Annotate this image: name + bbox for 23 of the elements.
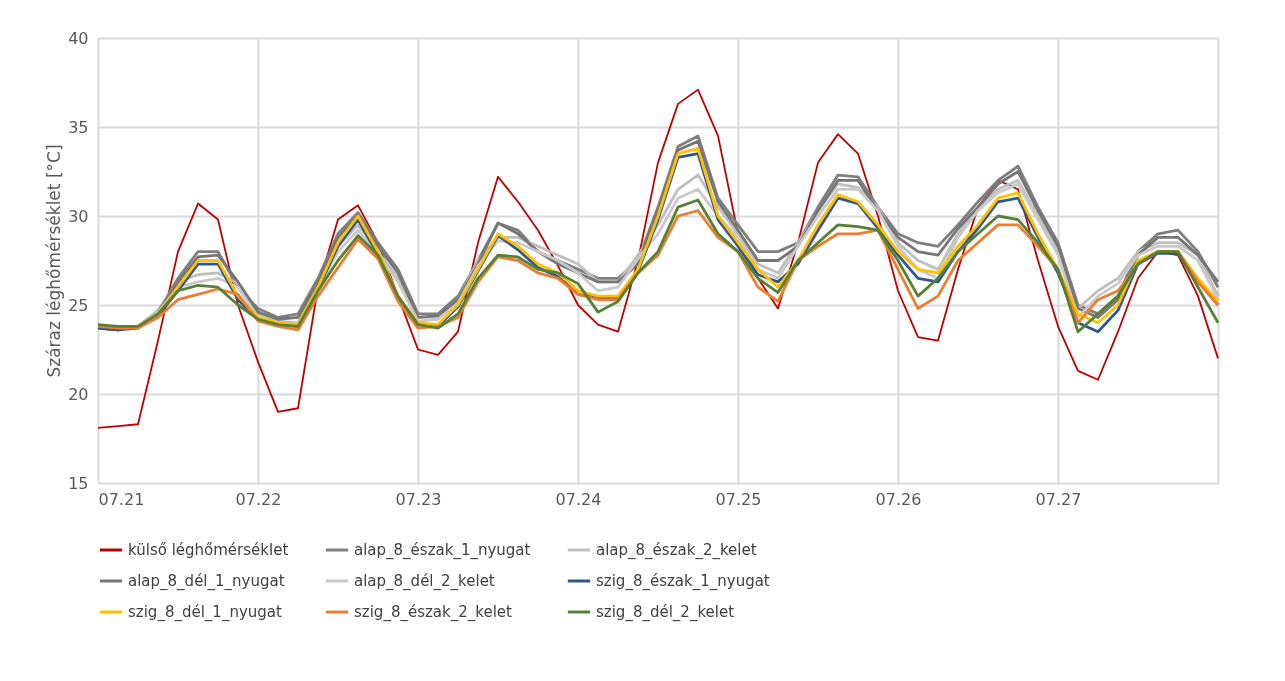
legend-label: külső léghőmérséklet — [128, 541, 289, 559]
y-axis-title: Száraz léghőmérséklet [°C] — [44, 144, 65, 378]
legend-label: szig_8_észak_2_kelet — [354, 603, 513, 622]
legend-label: szig_8_dél_2_kelet — [596, 603, 735, 622]
y-tick-label: 40 — [68, 28, 89, 48]
legend-label: alap_8_dél_2_kelet — [354, 572, 495, 591]
legend-label: alap_8_észak_2_kelet — [596, 541, 757, 560]
y-tick-label: 30 — [68, 206, 89, 226]
legend-label: szig_8_észak_1_nyugat — [596, 572, 770, 591]
y-tick-label: 20 — [68, 384, 89, 404]
y-tick-label: 25 — [68, 295, 89, 315]
y-tick-label: 15 — [68, 473, 89, 493]
x-tick-label: 07.25 — [715, 489, 762, 509]
legend-label: alap_8_dél_1_nyugat — [128, 572, 285, 591]
x-tick-label: 07.24 — [555, 489, 602, 509]
x-tick-label: 07.23 — [395, 489, 442, 509]
x-tick-label: 07.22 — [235, 489, 282, 509]
y-tick-label: 35 — [68, 117, 89, 137]
x-tick-label: 07.26 — [875, 489, 922, 509]
x-tick-label: 07.27 — [1035, 489, 1082, 509]
legend-label: szig_8_dél_1_nyugat — [128, 603, 282, 622]
legend-label: alap_8_észak_1_nyugat — [354, 541, 531, 560]
x-tick-label: 07.21 — [98, 489, 145, 509]
